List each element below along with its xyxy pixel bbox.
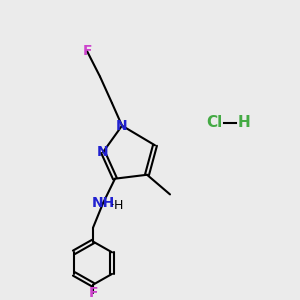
Text: N: N	[116, 119, 128, 133]
Text: Cl: Cl	[206, 115, 222, 130]
Text: H: H	[238, 115, 250, 130]
Text: NH: NH	[92, 196, 115, 210]
Text: F: F	[88, 286, 98, 300]
Text: ·H: ·H	[110, 199, 124, 212]
Text: N: N	[97, 145, 109, 159]
Text: F: F	[82, 44, 92, 58]
